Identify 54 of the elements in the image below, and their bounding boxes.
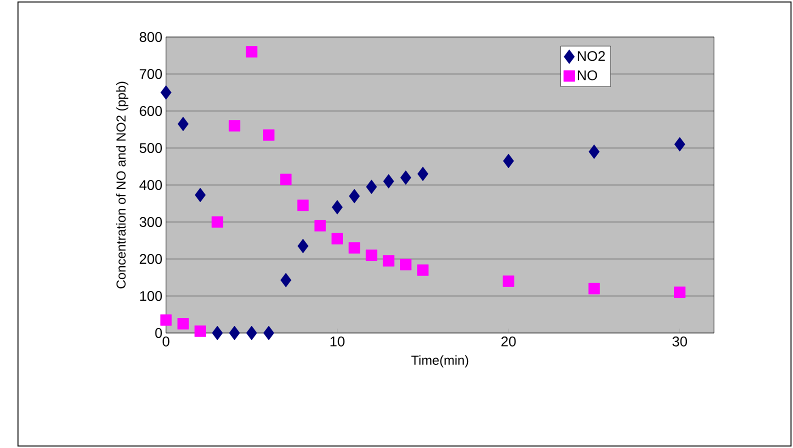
point xyxy=(194,188,206,202)
x-tick-label: 10 xyxy=(330,336,344,346)
x-tick-label: 30 xyxy=(672,336,687,346)
point xyxy=(297,200,309,212)
legend-label: NO2 xyxy=(578,51,605,61)
point xyxy=(348,188,360,204)
point xyxy=(160,314,172,326)
point xyxy=(212,326,223,340)
point xyxy=(263,129,274,141)
point xyxy=(332,232,343,244)
y-tick-label: 700 xyxy=(140,69,162,79)
point xyxy=(366,180,377,194)
point xyxy=(400,170,412,185)
point xyxy=(382,255,394,267)
y-tick-label: 300 xyxy=(140,217,162,227)
point xyxy=(228,120,240,132)
point xyxy=(246,46,258,58)
point xyxy=(298,238,308,254)
point xyxy=(348,242,360,254)
point xyxy=(212,216,224,228)
point xyxy=(160,85,172,100)
point xyxy=(263,326,274,340)
point xyxy=(366,250,378,261)
y-tick-label: 0 xyxy=(155,328,162,338)
y-tick-label: 600 xyxy=(140,106,162,116)
point xyxy=(246,326,258,340)
y-axis-title: Concentration of NO and NO2 (ppb) xyxy=(116,82,128,288)
point xyxy=(400,258,412,270)
y-tick-label: 500 xyxy=(140,143,162,153)
x-tick-label: 0 xyxy=(162,336,170,346)
point xyxy=(588,144,600,159)
y-tick-label: 400 xyxy=(139,180,162,190)
point xyxy=(177,318,189,330)
point xyxy=(417,166,428,182)
point xyxy=(503,154,514,168)
y-tick-label: 800 xyxy=(140,32,162,42)
point xyxy=(280,174,292,186)
y-tick-label: 100 xyxy=(140,291,162,301)
point xyxy=(502,276,514,287)
point xyxy=(332,200,343,214)
point xyxy=(194,325,206,337)
point xyxy=(674,137,686,152)
point xyxy=(178,116,189,132)
point xyxy=(417,264,429,276)
x-tick-label: 20 xyxy=(501,336,516,346)
point xyxy=(229,326,240,340)
point xyxy=(280,272,292,288)
x-axis-title: Time(min) xyxy=(411,355,468,368)
legend-label: NO xyxy=(578,70,598,80)
point xyxy=(383,174,394,189)
point xyxy=(674,286,686,298)
y-tick-label: 200 xyxy=(140,254,162,264)
point xyxy=(588,282,600,294)
point xyxy=(314,220,326,232)
